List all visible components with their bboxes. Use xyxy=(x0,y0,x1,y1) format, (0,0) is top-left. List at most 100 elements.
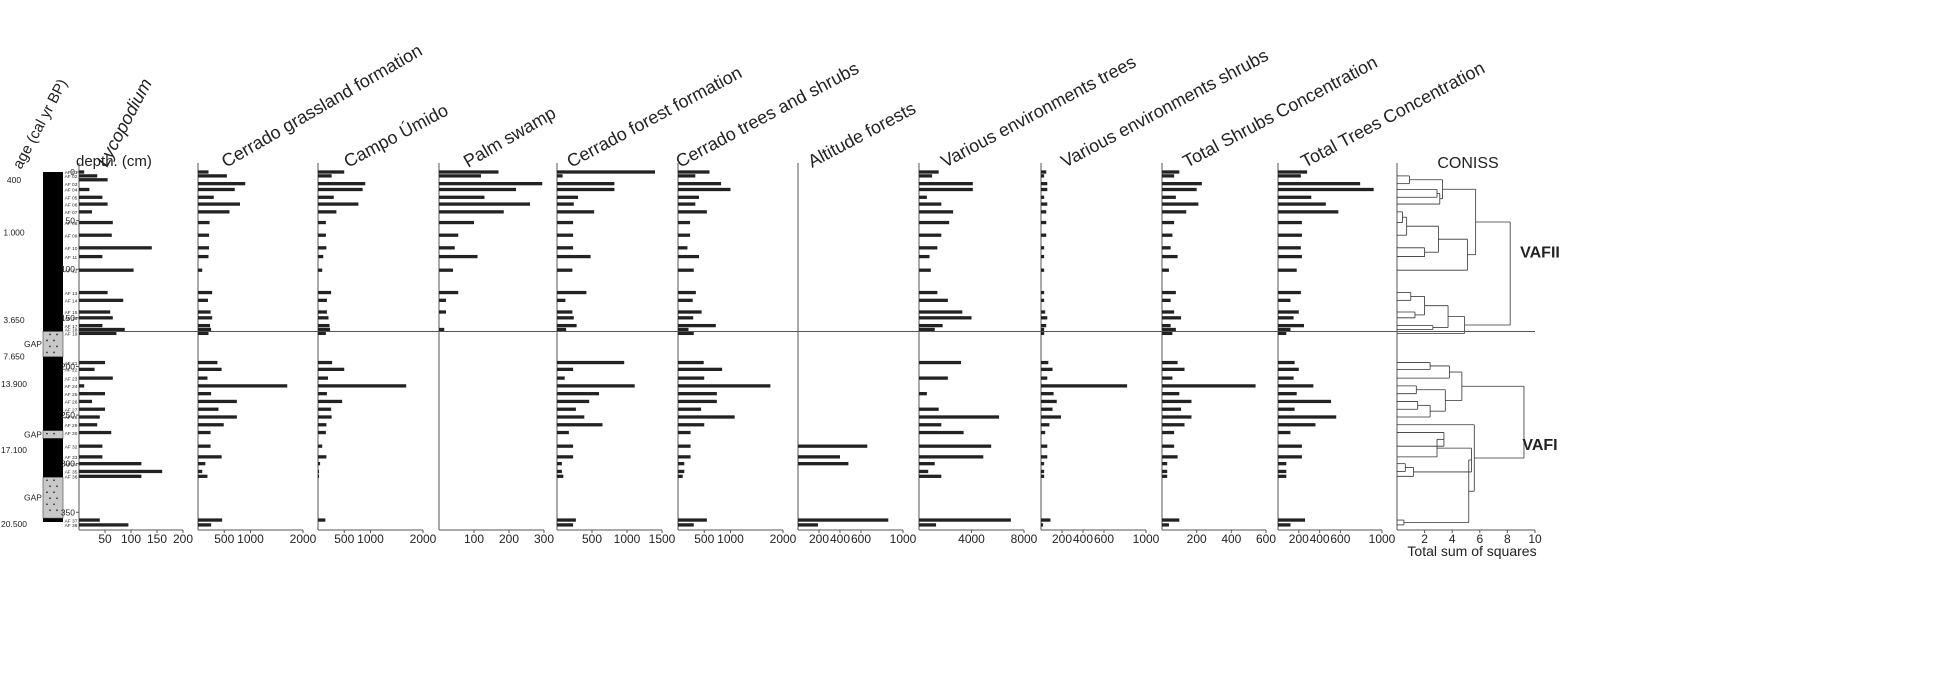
coniss-tick-label: 2 xyxy=(1421,532,1428,546)
depth-tick-label: 200 xyxy=(61,361,75,371)
pollen-bar xyxy=(79,518,100,522)
sample-label: AF 28 xyxy=(65,415,78,421)
pollen-bar xyxy=(1041,202,1048,206)
sample-label: AF 27 xyxy=(65,407,78,413)
pollen-bar xyxy=(1278,233,1302,237)
pollen-bar xyxy=(1041,316,1048,320)
pollen-bar xyxy=(1278,523,1291,527)
age-label: 7.650 xyxy=(3,352,25,362)
pollen-bar xyxy=(318,195,334,199)
pollen-bar xyxy=(1162,182,1202,186)
pollen-bar xyxy=(1041,444,1048,448)
pollen-bar xyxy=(79,367,95,372)
pollen-bar xyxy=(1278,444,1302,448)
pollen-bar xyxy=(1162,316,1182,320)
pollen-bar xyxy=(318,310,327,314)
pollen-bar xyxy=(557,316,574,320)
pollen-bar xyxy=(1041,246,1045,250)
pollen-bar xyxy=(1278,323,1304,328)
sample-label: AF 02 xyxy=(65,174,78,180)
zone-label: VAFII xyxy=(1520,245,1560,262)
pollen-bar xyxy=(678,268,694,272)
pollen-bar xyxy=(1162,392,1180,396)
panel-tick-label: 500 xyxy=(694,532,714,546)
panel-tick-label: 2000 xyxy=(410,532,437,546)
pollen-bar xyxy=(318,268,323,272)
pollen-bar xyxy=(198,423,224,427)
coniss-dendrogram: CONISS Total sum of squares 2 4 6 8 10 xyxy=(1396,155,1542,559)
pollen-bar xyxy=(1041,170,1047,174)
pollen-bar xyxy=(1278,399,1332,404)
pollen-bar xyxy=(919,376,948,380)
pollen-bar xyxy=(557,430,569,435)
pollen-bar xyxy=(1278,174,1301,178)
pollen-bar xyxy=(1278,360,1295,365)
pollen-bar xyxy=(1278,384,1314,388)
pollen-bar xyxy=(439,174,481,178)
pollen-bar xyxy=(79,174,98,178)
pollen-bar xyxy=(198,170,209,174)
pollen-bar xyxy=(1041,327,1045,332)
pollen-bar xyxy=(318,246,327,250)
pollen-bar xyxy=(1278,210,1339,214)
pollen-bar xyxy=(79,462,142,466)
panel-tick-label: 2000 xyxy=(770,532,797,546)
pollen-bar xyxy=(439,187,516,192)
pollen-bar xyxy=(678,392,717,396)
sample-label: AF 03 xyxy=(65,182,78,188)
panel-title: Cerrado grassland formation xyxy=(218,40,426,171)
sample-label: AF 01 xyxy=(65,170,78,176)
pollen-bar xyxy=(678,254,699,259)
pollen-bar xyxy=(1278,268,1297,272)
pollen-bar xyxy=(1278,430,1291,435)
pollen-bar xyxy=(678,444,691,448)
pollen-bar xyxy=(198,399,237,404)
pollen-bar xyxy=(919,474,942,478)
pollen-bar xyxy=(318,182,366,186)
sample-label: AF 07 xyxy=(65,210,78,216)
sample-label: AF 21 xyxy=(65,361,78,367)
sample-label: AF 18 xyxy=(65,328,78,334)
pollen-bar xyxy=(198,233,210,237)
pollen-bar xyxy=(439,298,446,302)
zone-boundary: VAFII VAFI xyxy=(79,245,1560,454)
age-label: 3.650 xyxy=(3,315,25,325)
lithology-dot xyxy=(56,497,58,500)
depth-tick-label: 0 xyxy=(70,167,75,177)
pollen-bar xyxy=(1278,376,1294,380)
sample-label: AF 09 xyxy=(65,233,78,239)
panel-tick-label: 1500 xyxy=(649,532,676,546)
pollen-bar xyxy=(198,444,211,448)
panel-tick-label: 100 xyxy=(464,532,484,546)
pollen-bar xyxy=(1162,455,1178,459)
pollen-bar xyxy=(79,220,113,225)
pollen-bar xyxy=(79,430,112,435)
panel-tick-label: 8000 xyxy=(1011,532,1038,546)
pollen-bar xyxy=(1041,384,1128,388)
pollen-bar xyxy=(678,407,702,411)
pollen-bar xyxy=(1041,462,1045,466)
lithology-dot xyxy=(46,339,48,342)
sample-label: AF 11 xyxy=(65,255,78,261)
pollen-bar xyxy=(439,202,530,206)
pollen-bar xyxy=(919,455,984,459)
pollen-bar xyxy=(919,202,942,206)
sample-label: AF 04 xyxy=(65,188,78,194)
pollen-bar xyxy=(678,462,685,466)
pollen-bar xyxy=(1278,423,1316,427)
lithology-dot xyxy=(53,432,55,435)
pollen-bar xyxy=(798,518,889,522)
pollen-bar xyxy=(919,407,939,411)
pollen-bar xyxy=(1278,187,1374,192)
panel-title: Campo Úmido xyxy=(340,99,451,172)
pollen-bar xyxy=(1162,444,1175,448)
pollen-bar xyxy=(919,462,935,466)
zone-label: VAFI xyxy=(1522,437,1557,454)
lithology-dot xyxy=(56,333,58,336)
pollen-bar xyxy=(919,298,948,302)
pollen-bar xyxy=(557,246,574,250)
pollen-bar xyxy=(79,331,117,336)
